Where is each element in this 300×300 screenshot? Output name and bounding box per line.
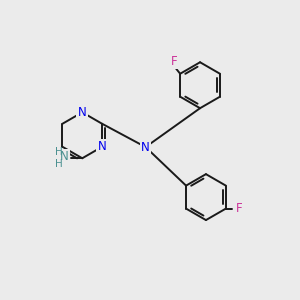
Text: F: F bbox=[236, 202, 242, 215]
Text: F: F bbox=[170, 55, 177, 68]
Text: N: N bbox=[141, 141, 150, 154]
Text: H: H bbox=[55, 158, 63, 169]
Text: N: N bbox=[98, 140, 106, 153]
Text: N: N bbox=[60, 150, 69, 163]
Text: H: H bbox=[55, 147, 63, 157]
Text: N: N bbox=[78, 106, 87, 119]
